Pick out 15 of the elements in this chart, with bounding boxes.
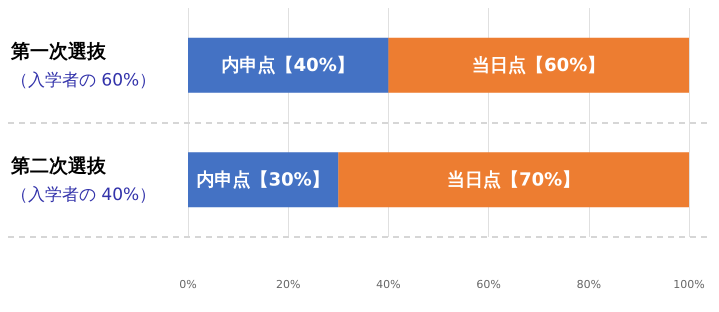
x-tick-label: 20% xyxy=(276,278,300,291)
x-tick-label: 80% xyxy=(576,278,602,291)
y-tick-label: 第一次選抜（入学者の 60%） xyxy=(10,40,156,90)
bar xyxy=(388,38,689,93)
data-label: 内申点【30%】 xyxy=(196,169,330,190)
y-tick-label: 第二次選抜（入学者の 40%） xyxy=(10,154,156,205)
bar xyxy=(338,152,689,208)
x-tick-label: 100% xyxy=(673,278,705,291)
data-label: 当日点【70%】 xyxy=(447,169,580,190)
data-label: 当日点【60%】 xyxy=(472,54,606,76)
data-label: 内申点【40%】 xyxy=(222,54,355,76)
x-tick-label: 0% xyxy=(179,278,197,291)
x-tick-label: 40% xyxy=(376,278,401,291)
bar xyxy=(188,38,388,93)
x-tick-label: 60% xyxy=(476,278,501,291)
